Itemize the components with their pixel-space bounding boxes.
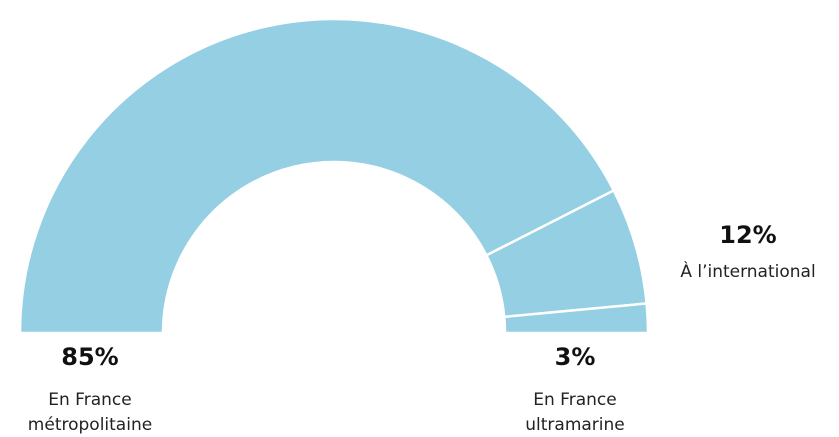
- category-line: En France: [48, 390, 131, 410]
- value-label: 85%: [61, 343, 118, 371]
- wedge: [18, 17, 616, 335]
- value-label: 12%: [719, 221, 776, 249]
- category-line: ultramarine: [525, 415, 625, 435]
- value-label: 3%: [555, 343, 596, 371]
- category-line: À l’international: [680, 260, 815, 282]
- category-label: En France ultramarine: [525, 390, 625, 435]
- category-label: À l’international: [680, 260, 815, 282]
- category-label: En France métropolitaine: [28, 390, 152, 435]
- category-line: En France: [533, 390, 616, 410]
- category-line: métropolitaine: [28, 415, 152, 435]
- wedge: [502, 302, 650, 335]
